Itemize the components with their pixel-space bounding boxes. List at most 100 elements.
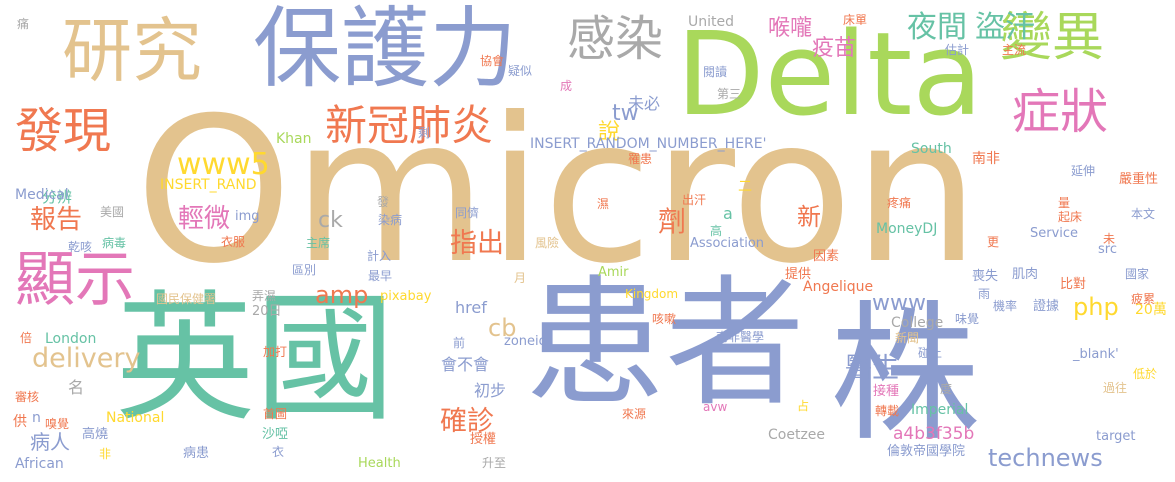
cloud-word: 延伸 xyxy=(1071,164,1096,178)
cloud-word: 雨 xyxy=(978,287,991,301)
cloud-word: 協會 xyxy=(480,54,505,68)
cloud-word: 非 xyxy=(99,447,112,461)
cloud-word: 確診 xyxy=(440,406,494,437)
cloud-word: www xyxy=(872,291,926,316)
cloud-word: 疲累 xyxy=(1131,292,1156,306)
cloud-word: 剩 xyxy=(418,126,431,140)
cloud-word: 病人 xyxy=(30,430,70,454)
cloud-word: 轉載 xyxy=(875,404,900,418)
cloud-word: 審核 xyxy=(15,390,40,404)
cloud-word: National xyxy=(106,410,165,426)
cloud-word: img xyxy=(235,209,260,224)
cloud-word: 美國 xyxy=(100,205,125,219)
cloud-word: 喪失 xyxy=(972,269,999,284)
cloud-word: 高 xyxy=(710,224,723,238)
cloud-word: 新冠肺炎 xyxy=(325,101,494,150)
cloud-word: 衣 xyxy=(272,445,285,459)
cloud-word: 低於 xyxy=(1133,367,1158,381)
cloud-word: 國民保健署 xyxy=(156,292,217,306)
cloud-word: 來源 xyxy=(622,407,647,421)
cloud-word: 首圖 xyxy=(263,407,288,421)
cloud-word: 加打 xyxy=(263,345,288,359)
cloud-word: 痛 xyxy=(17,17,30,31)
cloud-word: 南非醫學 xyxy=(716,330,765,344)
cloud-word: 病毒 xyxy=(102,236,127,250)
cloud-word: a xyxy=(723,204,733,223)
cloud-word: 保護力 xyxy=(253,0,518,100)
cloud-word: target xyxy=(1096,429,1136,444)
cloud-word: 報告 xyxy=(30,205,83,235)
cloud-word: src xyxy=(1098,242,1117,257)
cloud-word: 醫生 xyxy=(845,353,899,384)
cloud-word: 嗅覺 xyxy=(45,417,70,431)
cloud-word: technews xyxy=(988,444,1103,472)
cloud-word: 喉嚨 xyxy=(768,16,813,41)
cloud-word: 過往 xyxy=(1103,381,1128,395)
cloud-word: 度 xyxy=(940,382,953,396)
cloud-word: Imperial xyxy=(911,402,969,418)
cloud-word: 主流 xyxy=(1002,43,1027,57)
cloud-word: tw xyxy=(612,101,639,126)
cloud-word: Medical xyxy=(15,187,69,203)
cloud-word: 劑 xyxy=(658,205,687,238)
cloud-word: 區別 xyxy=(292,263,317,277)
cloud-word: African xyxy=(15,456,64,472)
cloud-word: 盜汗 xyxy=(975,10,1035,45)
cloud-word: 患者 xyxy=(525,263,806,426)
cloud-word: 感染 xyxy=(567,11,664,67)
cloud-word: delivery xyxy=(32,343,141,374)
cloud-word: 新聞 xyxy=(895,331,920,345)
cloud-word: 比對 xyxy=(1060,277,1087,292)
cloud-word: 沙啞 xyxy=(262,427,289,442)
cloud-word: 味覺 xyxy=(955,312,980,326)
cloud-word: Coetzee xyxy=(768,427,826,443)
cloud-word: 床單 xyxy=(843,13,868,27)
cloud-word: 證據 xyxy=(1033,299,1060,314)
cloud-word: 咳嗽 xyxy=(652,312,677,326)
cloud-word: 變異 xyxy=(1000,8,1105,68)
cloud-word: 機率 xyxy=(993,299,1018,313)
cloud-word: 顯示 xyxy=(15,245,135,315)
cloud-word: 研究 xyxy=(62,10,202,92)
cloud-word: Khan xyxy=(276,131,312,147)
cloud-word: 發 xyxy=(377,195,390,209)
cloud-word: pixabay xyxy=(380,289,432,304)
cloud-word: 量 xyxy=(1058,196,1071,210)
cloud-word: 授權 xyxy=(470,432,497,447)
cloud-word: 名 xyxy=(68,378,85,397)
cloud-word: 倍 xyxy=(20,331,33,345)
cloud-word: 病患 xyxy=(183,446,210,461)
cloud-word: 因素 xyxy=(813,249,840,264)
cloud-word: 占 xyxy=(797,399,810,413)
cloud-word: United xyxy=(688,14,734,30)
cloud-word: INSERT_RAND xyxy=(160,177,257,193)
cloud-word: 閱讀 xyxy=(703,65,728,79)
cloud-word: 指出 xyxy=(450,228,504,259)
cloud-word: ck xyxy=(318,208,343,233)
cloud-word: 高燒 xyxy=(82,427,109,442)
cloud-word: 倫敦帝國學院 xyxy=(887,444,966,459)
cloud-word: 本文 xyxy=(1131,207,1156,221)
cloud-word: 株 xyxy=(830,288,981,462)
cloud-word: Kingdom xyxy=(625,287,679,301)
cloud-word: 出汗 xyxy=(682,193,707,207)
cloud-word: London xyxy=(45,331,97,347)
cloud-word: 疑似 xyxy=(508,64,533,78)
cloud-word: 初步 xyxy=(474,381,507,400)
cloud-word: www5 xyxy=(177,147,270,182)
cloud-word: 症狀 xyxy=(1012,84,1109,140)
cloud-word: 輕微 xyxy=(178,204,231,234)
cloud-word: 20萬 xyxy=(1135,302,1167,318)
cloud-word: 接種 xyxy=(873,384,900,399)
cloud-word: n xyxy=(32,410,41,426)
cloud-word: 英國 xyxy=(115,278,396,441)
cloud-word: 升至 xyxy=(482,456,507,470)
cloud-word: College xyxy=(891,315,944,331)
cloud-word: 供 xyxy=(13,414,27,430)
cloud-word: amp xyxy=(315,281,369,309)
cloud-word: _blank' xyxy=(1073,347,1119,362)
cloud-word: 碰上 xyxy=(918,346,943,360)
cloud-word: 會不會 xyxy=(441,355,490,374)
cloud-word: 提供 xyxy=(785,267,812,282)
cloud-word: 弄濕 xyxy=(252,289,277,303)
